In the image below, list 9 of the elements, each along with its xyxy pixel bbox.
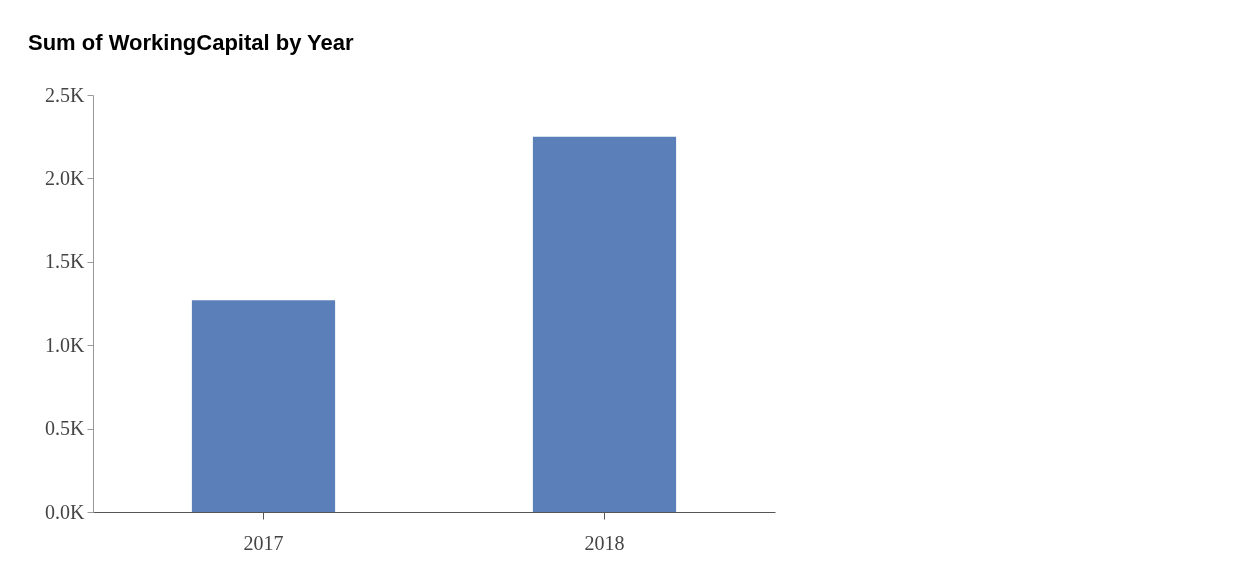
chart-title: Sum of WorkingCapital by Year [28, 30, 355, 55]
y-tick-label: 0.0K [45, 500, 86, 523]
y-tick-label: 2.0K [45, 166, 86, 189]
y-tick-label: 2.5K [45, 83, 86, 106]
y-tick-label: 1.0K [45, 333, 86, 356]
x-tick-label: 2018 [584, 531, 625, 554]
y-tick-label: 0.5K [45, 417, 86, 440]
y-tick-label: 1.5K [45, 250, 86, 273]
x-tick-label: 2017 [243, 531, 284, 554]
